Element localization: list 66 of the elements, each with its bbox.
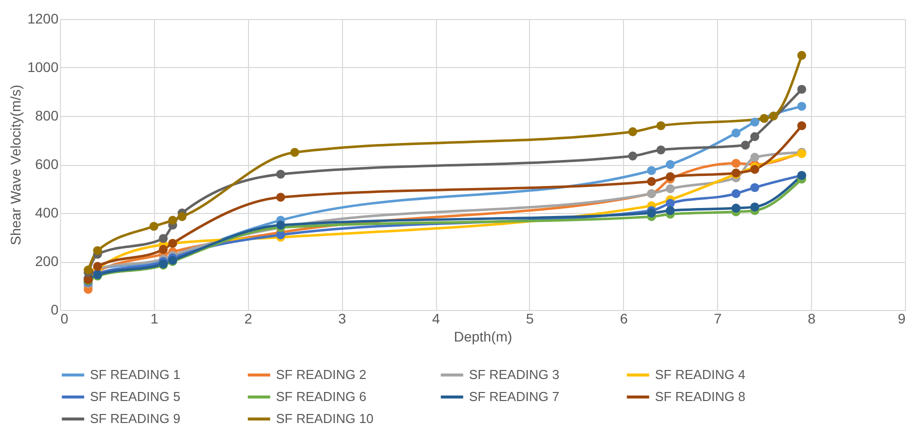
point <box>276 170 286 179</box>
point <box>290 148 300 157</box>
point <box>666 160 675 169</box>
point <box>750 152 760 162</box>
point <box>168 216 178 225</box>
y-tick-label: 1200 <box>27 10 59 26</box>
point <box>647 166 656 176</box>
x-tick-label: 4 <box>432 310 440 326</box>
legend-label: SF READING 10 <box>276 411 374 426</box>
point <box>178 212 187 222</box>
point <box>750 132 760 142</box>
y-tick-label: 200 <box>35 253 59 269</box>
point <box>93 246 102 256</box>
point <box>158 234 168 243</box>
x-tick-label: 8 <box>808 310 816 326</box>
y-tick-label: 800 <box>35 108 59 124</box>
legend-label: SF READING 5 <box>90 389 180 404</box>
legend-label: SF READING 4 <box>655 367 746 382</box>
point <box>750 183 760 192</box>
point <box>628 127 638 136</box>
point <box>732 204 740 213</box>
point <box>158 244 168 254</box>
point <box>797 84 806 94</box>
x-tick-label: 2 <box>244 310 252 326</box>
x-axis-title: Depth(m) <box>454 328 512 344</box>
legend-label: SF READING 2 <box>276 367 366 382</box>
y-axis-title: Shear Wave Velocity(m/s) <box>7 84 24 246</box>
legend-label: SF READING 6 <box>276 389 366 404</box>
x-tick-label: 1 <box>150 310 158 326</box>
point <box>732 189 740 198</box>
point <box>760 114 769 123</box>
point <box>276 220 286 230</box>
point <box>750 202 760 212</box>
legend-label: SF READING 8 <box>655 389 746 404</box>
y-tick-label: 400 <box>35 204 59 220</box>
point <box>656 145 666 154</box>
legend-label: SF READING 1 <box>90 367 180 382</box>
x-tick-label: 6 <box>620 310 628 326</box>
point <box>647 208 656 218</box>
point <box>666 184 675 194</box>
x-tick-label: 9 <box>898 310 906 326</box>
x-tick-label: 7 <box>714 310 722 326</box>
point <box>656 121 666 130</box>
point <box>732 158 740 168</box>
y-tick-label: 600 <box>35 156 59 172</box>
point <box>84 266 93 274</box>
point <box>797 121 806 130</box>
point <box>797 102 806 111</box>
x-tick-label: 3 <box>338 310 346 326</box>
point <box>647 177 656 186</box>
point <box>732 128 740 138</box>
legend-label: SF READING 7 <box>469 389 560 404</box>
legend-label: SF READING 9 <box>90 411 180 426</box>
point <box>276 192 286 202</box>
point <box>797 50 806 60</box>
point <box>149 222 158 231</box>
point <box>666 206 675 216</box>
point <box>666 172 675 182</box>
point <box>740 140 750 150</box>
point <box>750 118 760 127</box>
x-tick-label: 5 <box>526 310 534 326</box>
point <box>750 164 760 174</box>
point <box>769 112 778 120</box>
point <box>628 152 638 160</box>
legend-label: SF READING 3 <box>469 367 560 382</box>
y-tick-label: 1000 <box>27 59 59 75</box>
